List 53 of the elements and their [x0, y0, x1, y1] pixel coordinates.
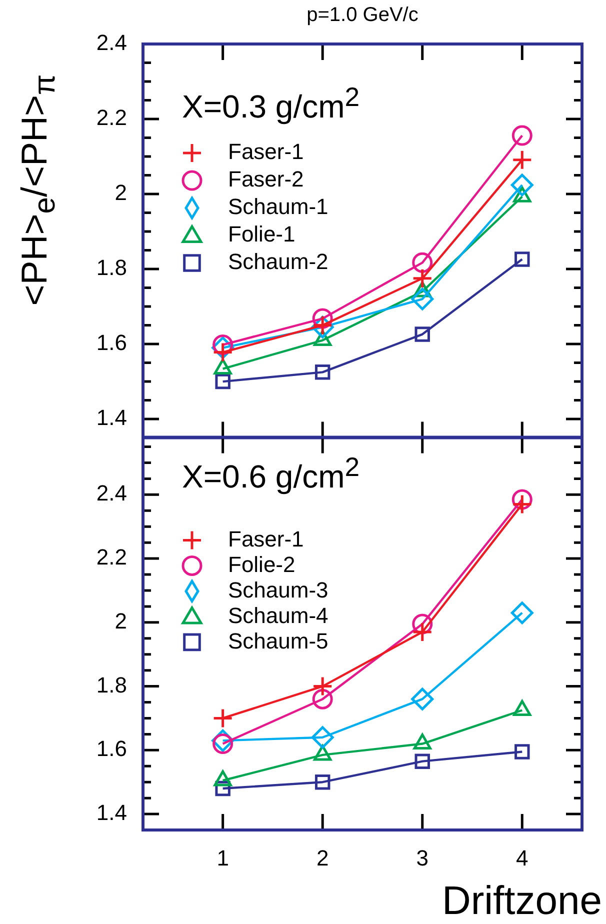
legend-label: Schaum-4	[228, 602, 328, 628]
point	[411, 688, 434, 710]
legend-label: Faser-2	[228, 166, 304, 192]
point	[314, 774, 330, 790]
x-axis-title: Driftzone	[442, 879, 602, 924]
point	[514, 252, 530, 267]
point	[314, 364, 330, 380]
annotation: X=0.3 g/cm$^{2}$	[182, 82, 360, 126]
y-tick-label: 2.4	[96, 30, 127, 56]
point	[212, 342, 234, 363]
point	[412, 252, 433, 273]
x-tick-label: 3	[416, 845, 428, 870]
y-tick-label: 2.2	[96, 105, 127, 130]
x-tick-label: 1	[216, 845, 229, 870]
point	[212, 734, 234, 754]
point	[514, 744, 530, 760]
point	[412, 268, 433, 289]
y-tick-label: 1.4	[96, 800, 127, 826]
point	[510, 174, 534, 196]
point	[312, 688, 333, 710]
legend-label: Faser-1	[228, 526, 304, 552]
legend-label: Schaum-3	[228, 577, 328, 602]
y-tick-label: 1.8	[96, 255, 127, 280]
point	[414, 754, 430, 769]
point	[312, 676, 333, 697]
point	[311, 726, 334, 749]
y-tick-label: 2.4	[96, 480, 127, 506]
y-tick-label: 2	[114, 608, 127, 634]
y-tick-label: 2.2	[96, 544, 127, 570]
y-tick-label: 2	[114, 180, 127, 206]
x-tick-label: 4	[516, 845, 528, 870]
point	[510, 602, 534, 624]
point	[412, 622, 433, 642]
legend-label: Folie-1	[228, 222, 296, 247]
annotation: X=0.6 g/cm$^{2}$	[182, 452, 360, 496]
legend-label: Schaum-1	[228, 194, 328, 220]
y-tick-label: 1.8	[96, 672, 127, 698]
legend-label: Schaum-2	[228, 249, 328, 274]
legend-label: Faser-1	[228, 139, 304, 164]
point	[212, 708, 234, 728]
point	[512, 494, 532, 515]
point	[414, 326, 430, 342]
point	[512, 150, 532, 170]
x-tick-label: 2	[316, 845, 329, 870]
point	[411, 288, 434, 310]
y-tick-label: 1.4	[96, 405, 127, 430]
chart-title: p=1.0 GeV/c	[306, 4, 420, 27]
legend-label: Folie-2	[228, 552, 296, 577]
point	[215, 374, 230, 390]
point	[512, 125, 532, 146]
legend-label: Schaum-5	[228, 628, 328, 654]
y-tick-label: 1.6	[96, 736, 127, 762]
y-tick-label: 1.6	[96, 330, 127, 356]
